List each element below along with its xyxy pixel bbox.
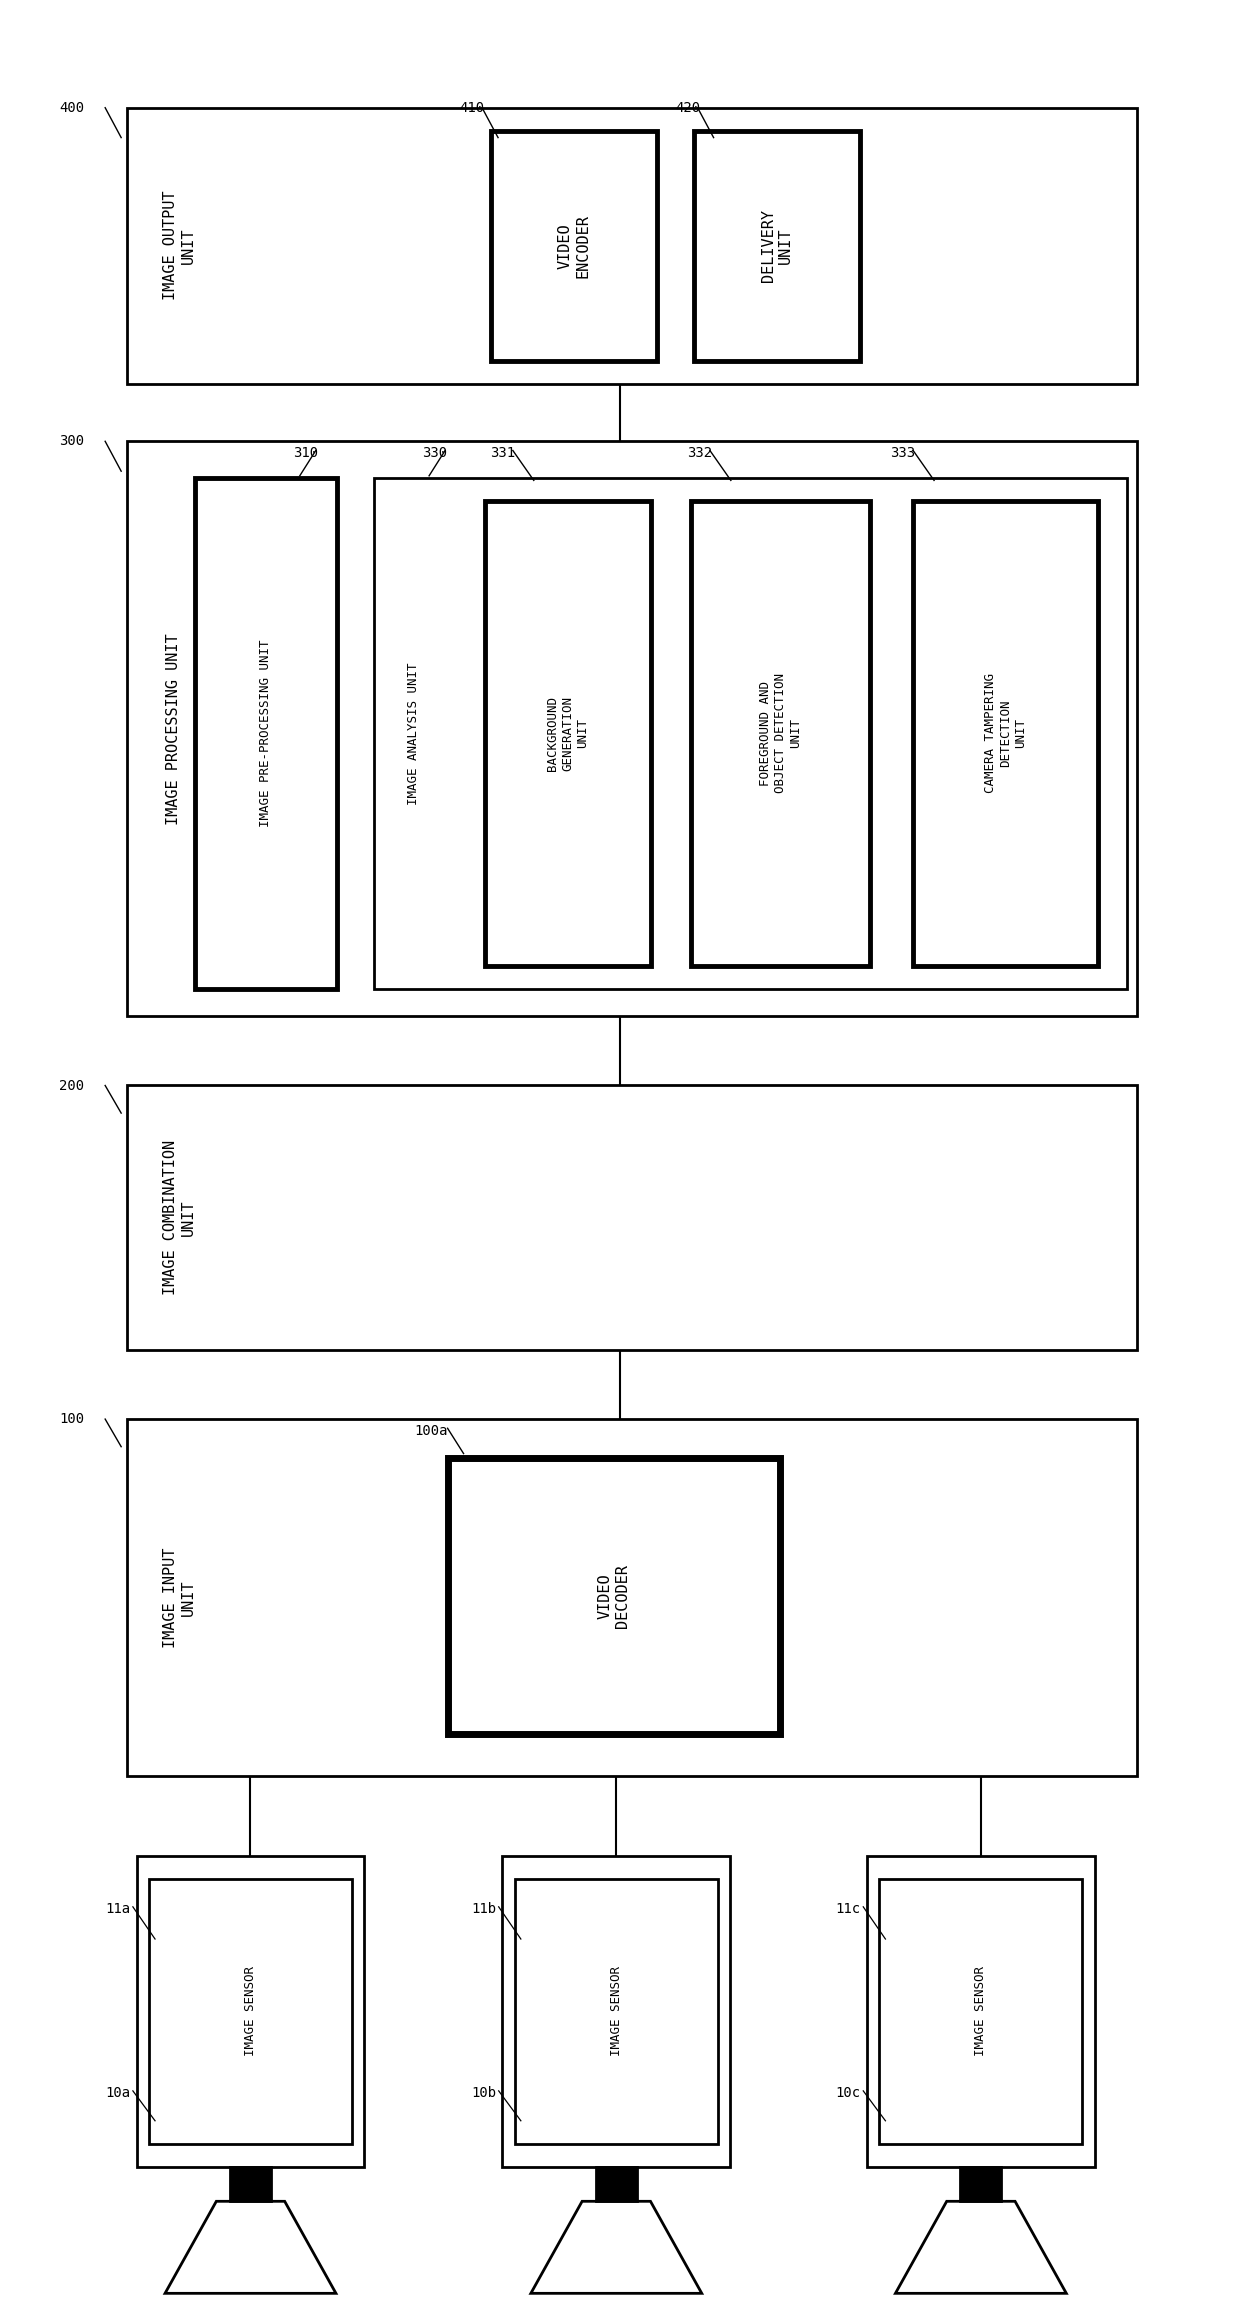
Text: 11a: 11a [105,1903,130,1916]
Text: 333: 333 [890,446,915,459]
FancyBboxPatch shape [128,1085,1137,1351]
FancyBboxPatch shape [128,109,1137,383]
Text: IMAGE INPUT
UNIT: IMAGE INPUT UNIT [164,1547,196,1649]
Text: 410: 410 [459,102,485,115]
Polygon shape [229,2166,272,2200]
Text: IMAGE PROCESSING UNIT: IMAGE PROCESSING UNIT [166,633,181,824]
FancyBboxPatch shape [515,1880,718,2143]
Text: 10b: 10b [471,2087,496,2101]
Text: DELIVERY
UNIT: DELIVERY UNIT [761,210,794,282]
Polygon shape [960,2166,1002,2200]
Text: IMAGE PRE-PROCESSING UNIT: IMAGE PRE-PROCESSING UNIT [259,640,273,827]
FancyBboxPatch shape [694,132,861,360]
Text: 300: 300 [60,434,84,448]
Text: 11c: 11c [836,1903,861,1916]
FancyBboxPatch shape [867,1856,1095,2166]
Text: 330: 330 [423,446,448,459]
Text: IMAGE ANALYSIS UNIT: IMAGE ANALYSIS UNIT [407,663,420,806]
FancyBboxPatch shape [195,478,337,988]
FancyBboxPatch shape [879,1880,1083,2143]
Text: IMAGE SENSOR: IMAGE SENSOR [975,1967,987,2057]
Text: 200: 200 [60,1078,84,1092]
Text: 100a: 100a [414,1425,448,1439]
Text: 332: 332 [687,446,712,459]
FancyBboxPatch shape [485,501,651,965]
FancyBboxPatch shape [128,1420,1137,1776]
FancyBboxPatch shape [502,1856,730,2166]
FancyBboxPatch shape [373,478,1127,988]
Text: IMAGE COMBINATION
UNIT: IMAGE COMBINATION UNIT [164,1141,196,1295]
Text: FOREGROUND AND
OBJECT DETECTION
UNIT: FOREGROUND AND OBJECT DETECTION UNIT [759,674,802,794]
Text: 10a: 10a [105,2087,130,2101]
Polygon shape [595,2166,637,2200]
FancyBboxPatch shape [136,1856,365,2166]
Text: 331: 331 [490,446,516,459]
Text: 420: 420 [675,102,701,115]
FancyBboxPatch shape [491,132,657,360]
FancyBboxPatch shape [128,441,1137,1016]
FancyBboxPatch shape [448,1459,780,1734]
Text: IMAGE SENSOR: IMAGE SENSOR [610,1967,622,2057]
Text: 400: 400 [60,102,84,115]
Text: VIDEO
DECODER: VIDEO DECODER [598,1563,630,1628]
Text: IMAGE OUTPUT
UNIT: IMAGE OUTPUT UNIT [164,192,196,300]
Text: 11b: 11b [471,1903,496,1916]
FancyBboxPatch shape [149,1880,352,2143]
FancyBboxPatch shape [913,501,1097,965]
Text: BACKGROUND
GENERATION
UNIT: BACKGROUND GENERATION UNIT [546,695,589,771]
Text: 100: 100 [60,1413,84,1427]
Text: 310: 310 [293,446,319,459]
Text: IMAGE SENSOR: IMAGE SENSOR [244,1967,257,2057]
FancyBboxPatch shape [692,501,870,965]
Text: 10c: 10c [836,2087,861,2101]
Text: CAMERA TAMPERING
DETECTION
UNIT: CAMERA TAMPERING DETECTION UNIT [985,674,1027,794]
Text: VIDEO
ENCODER: VIDEO ENCODER [558,215,590,277]
